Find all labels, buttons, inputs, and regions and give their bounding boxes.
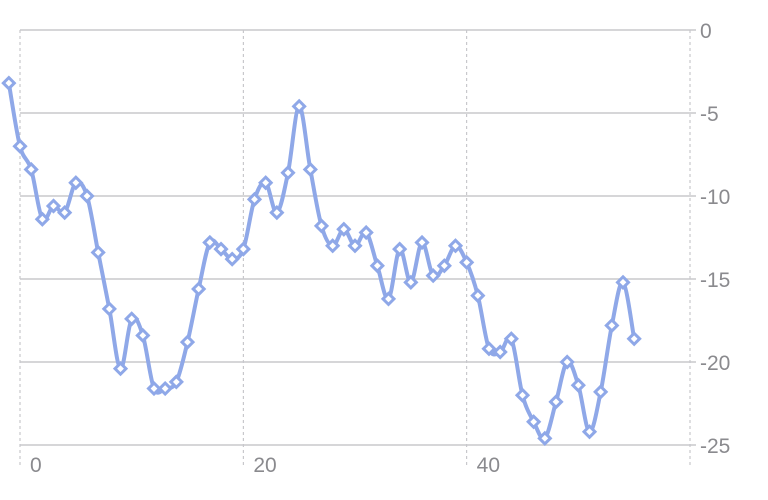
data-point-marker [459,254,475,271]
data-point-marker [90,244,106,261]
data-point-marker [380,291,397,307]
data-point-marker [403,274,419,290]
data-point-marker [168,374,184,390]
data-point-marker [526,414,542,430]
data-point-marker [23,161,39,178]
data-point-marker [135,327,151,344]
data-point-marker [347,238,363,254]
y-tick-label: -10 [700,186,730,209]
data-point-marker [581,424,598,440]
y-tick-label: 0 [700,20,712,43]
data-point-marker [470,287,486,304]
data-point-marker [615,274,631,290]
data-point-marker [336,221,352,237]
data-point-marker [179,334,196,350]
data-point-marker [112,361,129,377]
data-point-marker [202,234,218,251]
data-point-marker [157,380,173,397]
data-point-marker [548,394,564,410]
data-point-marker [57,204,73,221]
data-point-marker [302,161,318,178]
data-point-marker [537,430,553,446]
data-point-marker [626,331,642,347]
data-point-marker [492,344,508,360]
data-point-marker [481,341,497,357]
data-point-marker [570,377,586,393]
data-point-marker [1,75,17,91]
data-point-marker [269,204,285,221]
tick-labels: 0 -5 -10 -15 -20 -25 0 20 40 [30,20,730,477]
data-point-marker [425,268,441,284]
x-tick-label: 40 [477,454,500,477]
data-point-marker [79,188,95,204]
data-point-marker [358,224,374,241]
series-line [6,81,637,441]
x-tick-label: 0 [30,454,42,477]
data-point-marker [291,98,307,114]
data-point-marker [436,258,452,274]
data-point-marker [101,301,117,317]
y-tick-label: -15 [700,269,730,292]
data-point-marker [325,238,341,254]
data-point-marker [392,241,408,257]
data-point-marker [313,218,330,234]
data-point-marker [191,281,207,297]
data-point-marker [559,354,575,370]
data-point-marker [414,234,430,251]
data-point-marker [280,165,296,181]
data-point-marker [593,384,609,400]
data-point-marker [124,311,140,327]
y-tick-label: -5 [700,103,719,126]
data-point-marker [235,241,251,257]
data-point-marker [34,211,50,227]
x-tick-label: 20 [253,454,276,477]
data-point-marker [514,387,531,403]
data-point-marker [258,175,274,191]
data-point-marker [447,238,464,254]
data-point-marker [213,241,229,257]
data-point-marker [503,331,519,347]
data-point-marker [12,138,28,154]
data-point-marker [604,317,620,334]
data-point-marker [246,191,263,207]
y-tick-label: -25 [700,435,730,458]
data-point-marker [146,380,162,397]
data-point-marker [224,251,240,267]
data-point-marker [45,198,62,214]
data-point-marker [369,258,385,274]
data-point-marker [68,175,84,191]
series-layer [1,75,642,446]
y-tick-label: -20 [700,352,730,375]
